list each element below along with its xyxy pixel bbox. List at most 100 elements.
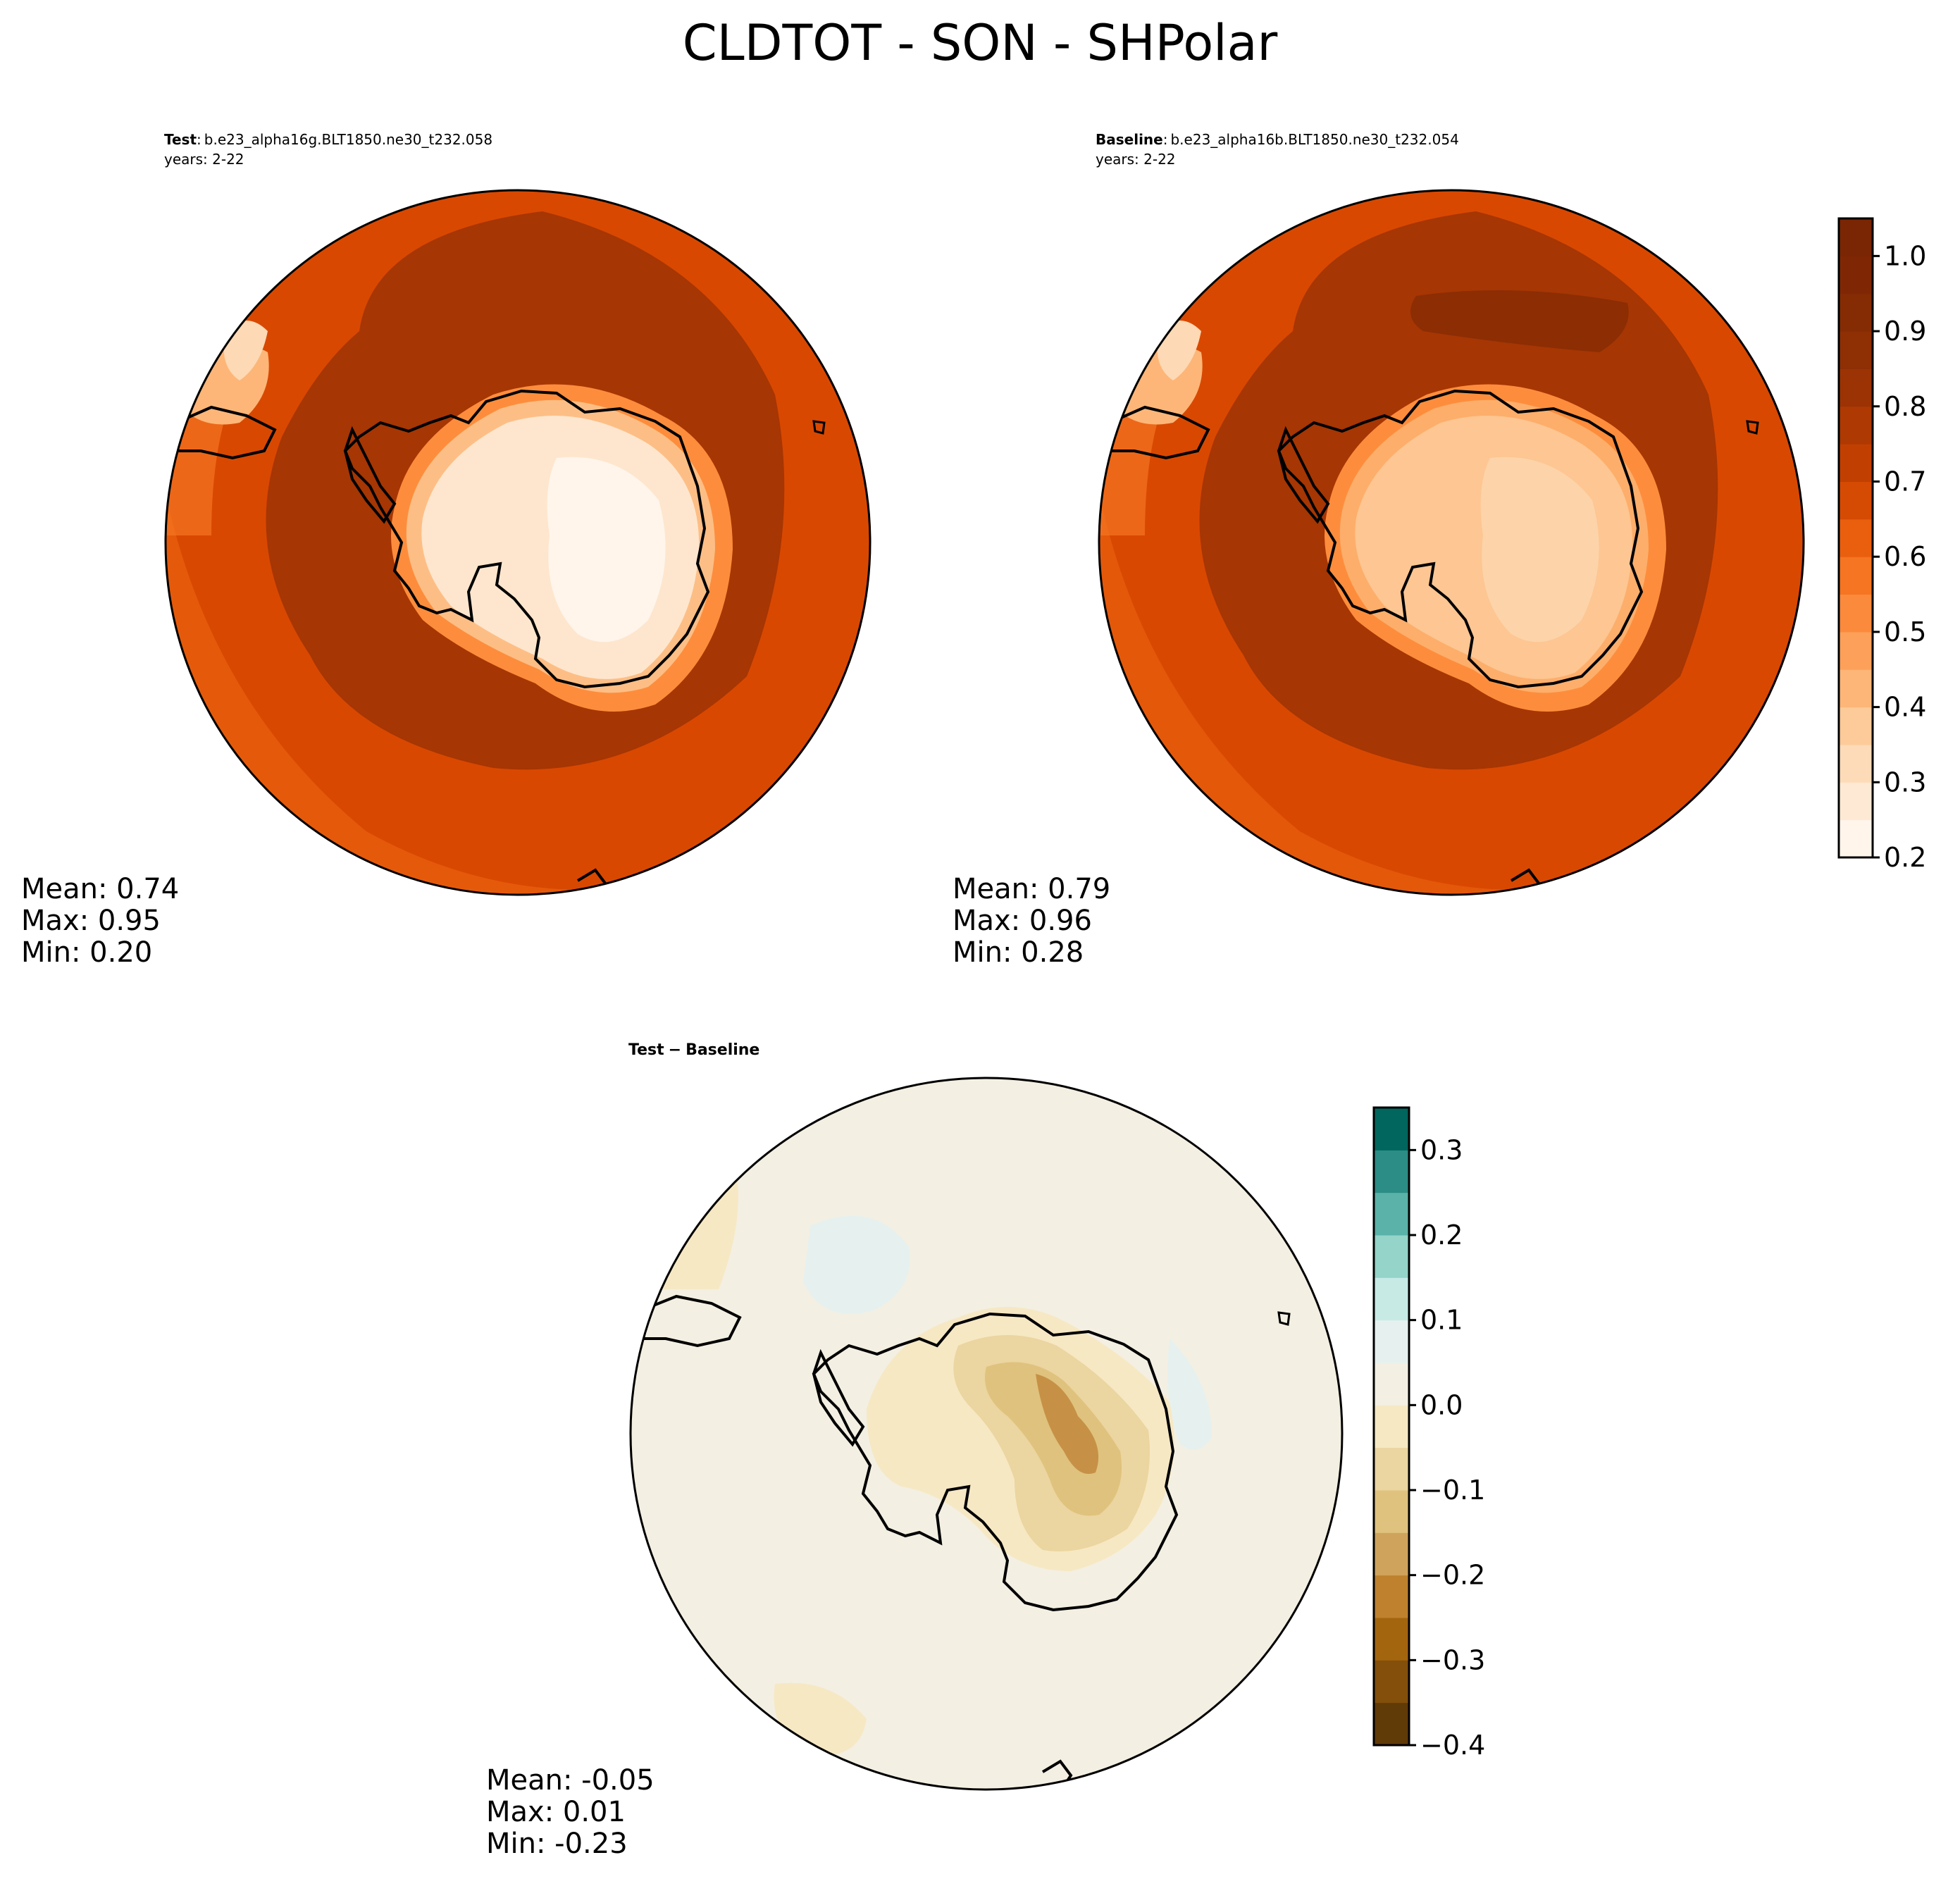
difference-colorbar-segment (1374, 1532, 1409, 1576)
baseline-south-america-coast (1108, 405, 1210, 460)
test-mean: Mean: 0.74 (21, 873, 179, 905)
baseline-band-lower (1099, 493, 1568, 895)
baseline-colorbar-segment (1839, 406, 1873, 445)
difference-colorbar-segment (1374, 1363, 1409, 1406)
baseline-peninsula-gap-inner (1157, 321, 1201, 380)
difference-map-boundary (629, 1077, 1344, 1791)
difference-mean: Mean: -0.05 (486, 1764, 655, 1797)
difference-plateau-core (1036, 1374, 1099, 1474)
baseline-colorbar-tick-label: 0.4 (1884, 692, 1926, 723)
test-map-boundary (164, 189, 872, 896)
baseline-storm-track-core (1410, 290, 1629, 352)
baseline-colorbar-segment (1839, 256, 1873, 294)
test-plateau (547, 457, 666, 643)
baseline-colorbar: 0.2 0.3 0.4 0.5 0.6 0.7 0.8 0.9 1.0 (1837, 217, 1926, 873)
baseline-colorbar-segment (1839, 444, 1873, 482)
difference-colorbar-segment (1374, 1192, 1409, 1236)
baseline-colorbar-segment (1839, 744, 1873, 783)
baseline-colorbar-segment (1839, 519, 1873, 557)
baseline-min: Min: 0.28 (953, 936, 1084, 969)
baseline-colorbar-tick-label: 0.6 (1884, 541, 1926, 572)
baseline-panel: Baseline: b.e23_alpha16b.BLT1850.ne30_t23… (953, 131, 1926, 969)
baseline-mean: Mean: 0.79 (953, 873, 1110, 905)
baseline-panel-header: Baseline: b.e23_alpha16b.BLT1850.ne30_t23… (1096, 131, 1459, 148)
difference-peninsula-coast (812, 1348, 865, 1447)
baseline-colorbar-tick-label: 0.8 (1884, 391, 1926, 422)
baseline-case-name: b.e23_alpha16b.BLT1850.ne30_t232.054 (1170, 131, 1458, 148)
difference-colorbar-segment (1374, 1320, 1409, 1363)
test-label: Test (164, 131, 197, 148)
test-peninsula-coast (343, 426, 397, 524)
baseline-map (1099, 190, 1804, 895)
difference-colorbar-tick-label: −0.2 (1420, 1560, 1485, 1591)
test-case-name: b.e23_alpha16g.BLT1850.ne30_t232.058 (204, 131, 492, 148)
baseline-colorbar-segment (1839, 594, 1873, 633)
test-separator: : (197, 131, 201, 148)
difference-colorbar-tick-label: −0.3 (1420, 1644, 1485, 1675)
baseline-colorbar-frame (1837, 217, 1874, 859)
difference-colorbar-segment (1374, 1575, 1409, 1618)
baseline-colorbar-segment (1839, 819, 1873, 858)
test-years: years: 2-22 (164, 151, 244, 168)
test-band-lower (166, 493, 634, 895)
difference-colorbar-segment (1374, 1618, 1409, 1661)
difference-neg-patch-upperleft (634, 1134, 738, 1289)
baseline-colorbar-tick-label: 0.7 (1884, 466, 1926, 497)
difference-colorbar-segment (1374, 1447, 1409, 1491)
difference-colorbar-segment (1374, 1490, 1409, 1533)
difference-title-test: Test (628, 1041, 664, 1059)
baseline-colorbar-segment (1839, 631, 1873, 670)
difference-map (631, 1078, 1342, 1790)
difference-colorbar-tick-label: −0.4 (1420, 1730, 1485, 1761)
test-max: Max: 0.95 (21, 905, 161, 937)
test-panel: Test: b.e23_alpha16g.BLT1850.ne30_t232.05… (21, 131, 872, 969)
difference-colorbar-segment (1374, 1108, 1409, 1151)
difference-colorbar-tick-label: 0.1 (1420, 1305, 1463, 1336)
baseline-label: Baseline (1096, 131, 1163, 148)
test-panel-header: Test: b.e23_alpha16g.BLT1850.ne30_t232.05… (164, 131, 492, 148)
difference-colorbar-tick-label: 0.2 (1420, 1220, 1463, 1251)
baseline-colorbar-segment (1839, 331, 1873, 369)
difference-colorbar-frame (1372, 1106, 1410, 1747)
difference-island (1277, 1311, 1291, 1326)
difference-colorbar-segment (1374, 1660, 1409, 1704)
baseline-years: years: 2-22 (1096, 151, 1176, 168)
figure-title: CLDTOT - SON - SHPolar (683, 14, 1278, 72)
baseline-plateau (1480, 457, 1599, 643)
difference-colorbar-segment (1374, 1277, 1409, 1321)
difference-title-baseline: Baseline (686, 1041, 759, 1059)
difference-min: Min: -0.23 (486, 1828, 628, 1860)
difference-panel: Test − Baseline Mean: -0.05 Max: 0.01 Min:… (486, 1041, 1485, 1860)
difference-colorbar-tick-label: 0.0 (1420, 1389, 1463, 1420)
difference-title-minus: − (669, 1041, 681, 1059)
baseline-colorbar-segment (1839, 481, 1873, 520)
baseline-colorbar-tick-label: 1.0 (1884, 240, 1926, 271)
baseline-colorbar-tick-label: 0.2 (1884, 842, 1926, 873)
test-min: Min: 0.20 (21, 936, 152, 969)
baseline-peninsula-coast (1277, 426, 1330, 524)
difference-colorbar-tick-label: −0.1 (1420, 1475, 1485, 1506)
test-peninsula-gap-inner (223, 321, 268, 380)
test-south-america-coast (175, 405, 277, 460)
difference-pos-patch-pacific (803, 1215, 910, 1314)
test-island (812, 420, 826, 435)
difference-colorbar-segment (1374, 1235, 1409, 1278)
difference-title: Test − Baseline (628, 1041, 759, 1059)
difference-south-america-coast (640, 1294, 742, 1348)
baseline-colorbar-tick-label: 0.5 (1884, 616, 1926, 647)
difference-colorbar-tick-label: 0.3 (1420, 1134, 1463, 1165)
baseline-colorbar-segment (1839, 368, 1873, 407)
baseline-colorbar-tick-label: 0.9 (1884, 316, 1926, 347)
baseline-colorbar-segment (1839, 669, 1873, 708)
baseline-colorbar-segment (1839, 293, 1873, 332)
baseline-separator: : (1163, 131, 1168, 148)
difference-colorbar-segment (1374, 1150, 1409, 1193)
difference-colorbar-segment (1374, 1405, 1409, 1449)
baseline-colorbar-segment (1839, 557, 1873, 595)
difference-pos-patch-indian (1167, 1339, 1212, 1450)
baseline-island (1746, 420, 1759, 435)
difference-colorbar-segment (1374, 1702, 1409, 1746)
baseline-colorbar-tick-label: 0.3 (1884, 767, 1926, 798)
baseline-colorbar-segment (1839, 782, 1873, 821)
